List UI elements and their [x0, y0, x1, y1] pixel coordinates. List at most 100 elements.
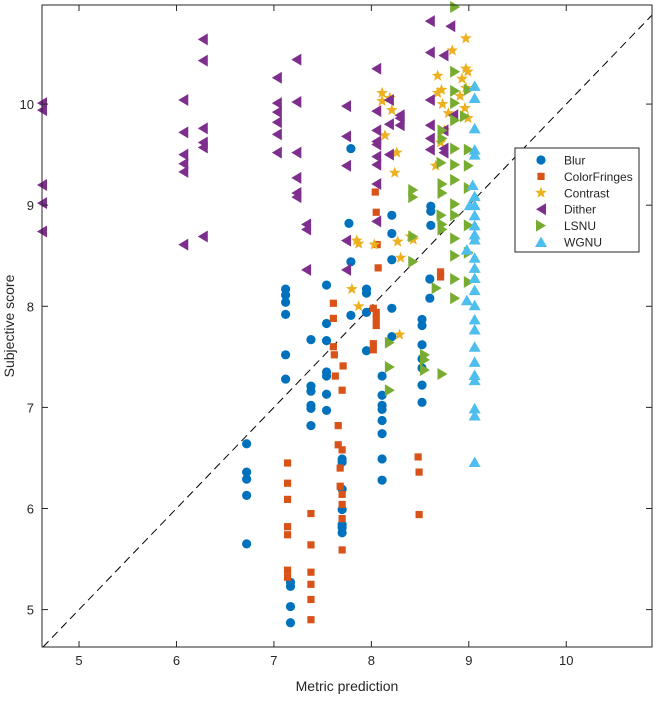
colorfringes-point	[283, 523, 292, 531]
lsnu-point	[408, 255, 419, 268]
wgnu-point	[468, 262, 481, 273]
colorfringes-point	[372, 321, 380, 330]
colorfringes-point	[372, 308, 380, 316]
colorfringes-point	[307, 568, 315, 576]
colorfringes-point	[283, 495, 292, 503]
colorfringes-point	[414, 453, 422, 461]
blur-point	[242, 474, 252, 484]
y-axis-label: Subjective score	[1, 274, 17, 377]
y-tick-label: 8	[27, 299, 34, 314]
contrast-point	[436, 97, 449, 110]
colorfringes-point	[283, 573, 292, 581]
dither-point	[197, 141, 208, 154]
lsnu-point	[408, 191, 419, 204]
blur-point	[377, 371, 387, 381]
colorfringes-point	[334, 441, 342, 449]
blur-point	[321, 405, 332, 416]
lsnu-point	[450, 292, 461, 305]
legend-triangle-right-icon	[536, 219, 546, 232]
y-tick-label: 10	[20, 97, 34, 112]
colorfringes-point	[329, 299, 337, 307]
legend: Blur ColorFringes Contrast Dither LSNU WGNU	[514, 147, 640, 253]
contrast-point	[442, 107, 455, 119]
dither-point	[271, 116, 282, 129]
colorfringes-point	[436, 273, 445, 281]
dither-point	[371, 124, 382, 137]
dither-point	[424, 15, 435, 28]
colorfringes-point	[336, 464, 344, 472]
y-tick-label: 6	[27, 501, 34, 516]
contrast-point	[435, 83, 448, 95]
dither-point	[424, 94, 435, 107]
wgnu-point	[468, 456, 481, 467]
dither-point	[271, 106, 282, 119]
lsnu-point	[463, 219, 474, 232]
blur-point	[387, 228, 397, 239]
contrast-point	[346, 282, 358, 295]
contrast-point	[393, 328, 406, 340]
blur-point	[417, 380, 427, 390]
dither-point	[301, 263, 312, 276]
lsnu-point	[450, 84, 461, 97]
colorfringes-point	[371, 188, 379, 196]
legend-label: LSNU	[564, 219, 596, 233]
blur-point	[387, 303, 397, 313]
wgnu-point	[468, 209, 481, 221]
dither-point	[178, 157, 189, 170]
legend-item-colorfringes: ColorFringes	[537, 170, 633, 184]
blur-point	[306, 420, 316, 431]
lsnu-point	[463, 83, 474, 96]
dither-point	[371, 138, 382, 151]
wgnu-point	[468, 299, 481, 311]
wgnu-point	[468, 284, 481, 296]
blur-point	[242, 539, 252, 549]
colorfringes-point	[369, 346, 377, 354]
blur-point	[321, 280, 332, 290]
series-blur	[242, 143, 436, 628]
dither-point	[383, 94, 394, 107]
dither-point	[197, 54, 208, 67]
blur-point	[242, 439, 252, 449]
colorfringes-point	[307, 580, 315, 588]
lsnu-point	[384, 336, 395, 349]
axes-box	[41, 4, 653, 648]
dither-point	[371, 150, 382, 163]
lsnu-point	[419, 353, 430, 366]
lsnu-point	[450, 142, 461, 155]
data-points	[37, 1, 653, 648]
wgnu-point	[460, 294, 473, 306]
dither-point	[178, 94, 189, 107]
wgnu-point	[468, 374, 481, 386]
blur-point	[337, 457, 347, 467]
x-tick-label: 9	[465, 653, 472, 668]
lsnu-point	[450, 114, 461, 127]
contrast-point	[376, 94, 388, 107]
colorfringes-point	[283, 479, 292, 487]
dither-point	[424, 143, 435, 156]
contrast-point	[446, 44, 459, 56]
contrast-point	[460, 62, 472, 74]
legend-item-wgnu: WGNU	[535, 236, 602, 250]
legend-label: Dither	[564, 203, 596, 217]
blur-point	[281, 350, 291, 360]
blur-point	[361, 307, 372, 317]
dither-point	[271, 128, 282, 141]
dither-point	[301, 223, 312, 236]
lsnu-point	[450, 198, 461, 211]
contrast-point	[456, 72, 468, 84]
lsnu-point	[450, 158, 461, 171]
contrast-point	[390, 146, 403, 158]
x-axis-label: Metric prediction	[296, 678, 399, 694]
dither-point	[341, 130, 352, 143]
dither-point	[341, 263, 352, 276]
colorfringes-point	[338, 515, 346, 523]
lsnu-point	[431, 282, 442, 295]
blur-point	[306, 335, 316, 345]
blur-point	[387, 255, 397, 265]
lsnu-point	[450, 209, 461, 222]
legend-item-contrast: Contrast	[535, 186, 610, 200]
blur-point	[361, 346, 372, 356]
contrast-point	[461, 112, 474, 124]
series-colorfringes	[283, 188, 445, 624]
